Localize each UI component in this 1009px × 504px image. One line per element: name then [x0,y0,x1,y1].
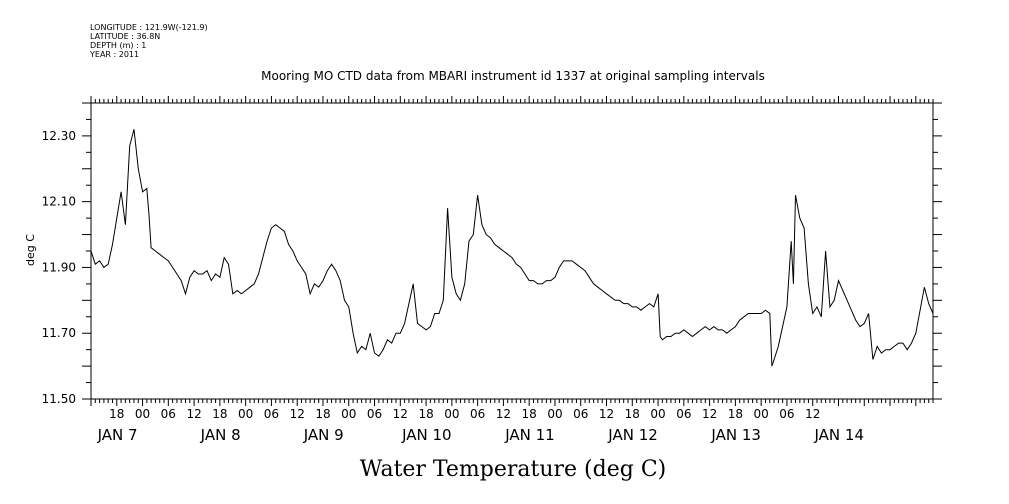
longitude-label: LONGITUDE : 121.9W(-121.9) [90,23,208,32]
x-hour-label: 06 [676,407,691,421]
metadata-block: LONGITUDE : 121.9W(-121.9) LATITUDE : 36… [89,23,208,59]
x-day-label: JAN 12 [607,426,658,444]
x-day-label: JAN 7 [97,426,138,444]
series-layer [90,129,934,367]
x-hour-label: 18 [109,407,124,421]
x-hour-label: 06 [367,407,382,421]
y-tick-label: 11.50 [42,392,76,406]
year-label: YEAR : 2011 [89,50,139,59]
x-hour-label: 18 [522,407,537,421]
x-hour-label: 18 [625,407,640,421]
x-hour-label: 00 [650,407,665,421]
x-hour-label: 12 [805,407,820,421]
x-hour-label: 12 [186,407,201,421]
y-axis-label: deg C [24,234,37,266]
x-hour-label: 00 [754,407,769,421]
x-day-label: JAN 11 [504,426,555,444]
chart-title: Mooring MO CTD data from MBARI instrumen… [261,69,765,83]
x-hour-label: 06 [573,407,588,421]
plot-frame [90,102,934,400]
depth-label: DEPTH (m) : 1 [90,41,146,50]
axis-ticks [82,96,942,406]
x-hour-label: 18 [418,407,433,421]
y-tick-label: 11.70 [42,326,76,340]
y-tick-label: 11.90 [42,260,76,274]
x-hour-label: 12 [393,407,408,421]
x-hour-label: 06 [161,407,176,421]
x-hour-label: 00 [341,407,356,421]
x-hour-label: 18 [728,407,743,421]
x-hour-label: 18 [212,407,227,421]
x-hour-label: 12 [496,407,511,421]
x-day-label: JAN 14 [814,426,865,444]
x-hour-label: 00 [238,407,253,421]
x-hour-label: 06 [264,407,279,421]
x-hour-label: 12 [702,407,717,421]
x-day-label: JAN 9 [303,426,344,444]
x-hour-label: 06 [779,407,794,421]
x-hour-label: 00 [135,407,150,421]
latitude-label: LATITUDE : 36.8N [90,32,160,41]
x-day-label: JAN 13 [710,426,761,444]
x-hour-label: 12 [599,407,614,421]
temperature-line [90,129,934,367]
x-hour-label: 18 [315,407,330,421]
x-day-label: JAN 10 [401,426,452,444]
x-hour-label: 12 [290,407,305,421]
x-hour-label: 00 [444,407,459,421]
x-day-label: JAN 8 [200,426,241,444]
x-hour-label: 00 [547,407,562,421]
x-tick-labels: 18 00 06 12 18 00 06 12 18 00 06 12 18 00 06 12 18 00 06 12… [97,407,864,444]
y-tick-labels: 11.50 11.70 11.90 12.10 12.30 [42,129,76,406]
x-hour-label: 06 [470,407,485,421]
x-axis-title: Water Temperature (deg C) [360,457,667,482]
y-tick-label: 12.30 [42,129,76,143]
y-tick-label: 12.10 [42,195,76,209]
